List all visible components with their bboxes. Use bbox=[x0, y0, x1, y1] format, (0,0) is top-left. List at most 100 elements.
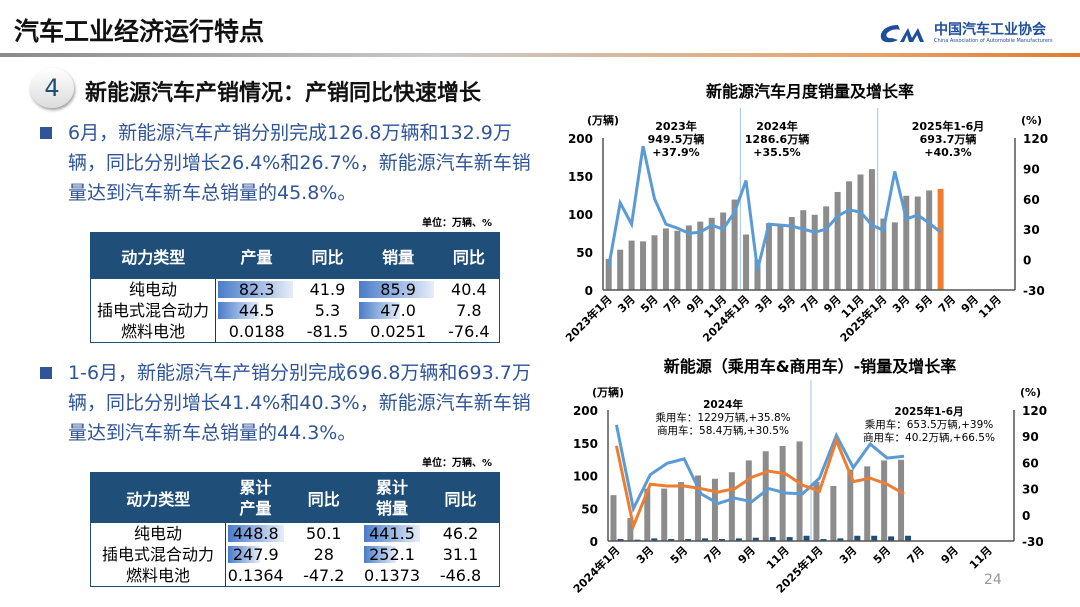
cell: 31.1 bbox=[442, 544, 479, 564]
y-tick-right: 0 bbox=[1022, 509, 1030, 523]
cell: 0.1373 bbox=[364, 565, 421, 585]
table-h1: 动力类型 累计 产量 同比 累计 销量 同比 纯电动 448.8 50.1 441.5 46.2 插… bbox=[90, 472, 500, 587]
cell: 5.3 bbox=[314, 300, 341, 320]
passenger-bar bbox=[881, 460, 888, 541]
sales-bar bbox=[697, 221, 704, 290]
cell: 47.0 bbox=[357, 300, 438, 321]
commercial-bar bbox=[668, 539, 675, 541]
y-tick-left: 0 bbox=[585, 284, 593, 298]
sales-bar bbox=[823, 206, 830, 290]
passenger-bar bbox=[644, 488, 651, 541]
cell: 441.5 bbox=[362, 523, 422, 544]
cell: 插电式混合动力 bbox=[90, 299, 216, 321]
commercial-bar bbox=[888, 536, 895, 541]
passenger-bar bbox=[678, 482, 685, 541]
annotation: 949.5万辆 bbox=[648, 132, 705, 146]
cell: 燃料电池 bbox=[90, 320, 216, 342]
cell: 燃料电池 bbox=[90, 564, 226, 586]
growth-line-blue bbox=[614, 424, 905, 514]
commercial-bar bbox=[769, 537, 776, 541]
col-header: 同比 bbox=[297, 232, 358, 279]
annotation: 商用车：58.4万辆,+30.5% bbox=[657, 424, 789, 437]
sales-bar bbox=[926, 190, 933, 290]
annotation: 商用车：40.2万辆,+66.5% bbox=[863, 431, 995, 444]
cell: 46.2 bbox=[442, 523, 479, 543]
col-header: 累计 产量 bbox=[225, 472, 286, 523]
paragraph-h1: 1-6月，新能源汽车产销分别完成696.8万辆和693.7万辆，同比分别增长41… bbox=[40, 358, 540, 448]
paragraph-june: 6月，新能源汽车产销分别完成126.8万辆和132.9万辆，同比分别增长26.4… bbox=[40, 118, 540, 208]
x-tick: 7月 bbox=[798, 293, 820, 315]
x-tick: 3月 bbox=[753, 293, 775, 315]
cell: 0.0251 bbox=[370, 321, 427, 341]
bullet-icon bbox=[40, 127, 52, 139]
y-label-left: (万辆) bbox=[592, 385, 624, 399]
y-tick-left: 150 bbox=[568, 170, 593, 184]
x-tick: 2024年1月 bbox=[570, 543, 623, 596]
col-header: 销量 bbox=[357, 232, 439, 279]
section-title: 新能源汽车产销情况：产销同比快速增长 bbox=[85, 81, 482, 106]
y-label-left: (万辆) bbox=[587, 113, 619, 127]
cell: 纯电动 bbox=[90, 522, 226, 544]
annotation: 2023年 bbox=[655, 119, 697, 133]
page-title: 汽车工业经济运行特点 bbox=[14, 17, 265, 46]
y-tick-right: 60 bbox=[1023, 193, 1040, 207]
chart2-title: 新能源（乘用车&商用车）-销量及增长率 bbox=[663, 357, 957, 376]
cell: -81.5 bbox=[306, 321, 349, 341]
sales-bar bbox=[811, 214, 818, 290]
annotation: +40.3% bbox=[924, 146, 971, 159]
passenger-bar bbox=[830, 485, 837, 541]
sales-bar bbox=[731, 199, 738, 290]
y-tick-right: 120 bbox=[1022, 404, 1047, 418]
cell: 40.4 bbox=[451, 279, 487, 299]
cell: 0.0188 bbox=[228, 321, 285, 341]
cam-logo-icon bbox=[880, 25, 924, 43]
sales-bar bbox=[868, 169, 875, 290]
passenger-bar bbox=[796, 441, 803, 541]
table-row: 插电式混合动力 247.9 28 252.1 31.1 bbox=[90, 543, 500, 565]
y-tick-right: -30 bbox=[1022, 535, 1044, 549]
y-label-right: (%) bbox=[1021, 114, 1042, 127]
x-tick: 5月 bbox=[638, 293, 660, 315]
logo-text-en: China Association of Automobile Manufact… bbox=[934, 38, 1053, 44]
caam-logo: 中国汽车工业协会 China Association of Automobile … bbox=[878, 22, 1053, 44]
cell: 41.9 bbox=[309, 279, 346, 299]
x-tick: 5月 bbox=[871, 544, 893, 566]
passenger-bar bbox=[711, 478, 718, 541]
unit-label: 单位：万辆、% bbox=[422, 218, 493, 229]
sales-bar bbox=[800, 210, 807, 290]
commercial-bar bbox=[803, 535, 810, 541]
x-tick: 3月 bbox=[890, 293, 912, 315]
x-tick: 3月 bbox=[837, 544, 859, 566]
cell: -47.2 bbox=[303, 565, 345, 585]
sales-bar bbox=[674, 230, 681, 290]
x-tick: 7月 bbox=[661, 293, 683, 315]
x-tick: 5月 bbox=[776, 293, 798, 315]
sales-bar bbox=[891, 222, 898, 290]
cell: -76.4 bbox=[448, 321, 490, 341]
annotation: 2025年1-6月 bbox=[894, 405, 963, 418]
sales-bar bbox=[605, 258, 612, 290]
sales-bar bbox=[628, 240, 635, 290]
unit-label: 单位：万辆、% bbox=[422, 458, 493, 469]
col-header: 累计 销量 bbox=[362, 472, 423, 523]
commercial-bar bbox=[617, 539, 624, 541]
table-row: 纯电动 448.8 50.1 441.5 46.2 bbox=[90, 522, 500, 544]
annotation: +35.5% bbox=[753, 146, 800, 159]
table-row: 燃料电池 0.1364 -47.2 0.1373 -46.8 bbox=[90, 564, 500, 586]
x-tick: 9月 bbox=[736, 544, 758, 566]
cell: 纯电动 bbox=[90, 278, 216, 300]
sales-bar bbox=[914, 196, 921, 290]
x-tick: 11月 bbox=[764, 544, 792, 572]
passenger-bar bbox=[898, 459, 905, 541]
col-header: 动力类型 bbox=[90, 472, 226, 523]
passenger-bar bbox=[610, 495, 617, 541]
commercial-bar bbox=[854, 535, 861, 541]
x-tick: 11月 bbox=[967, 544, 995, 572]
y-tick-right: 60 bbox=[1022, 456, 1039, 470]
annotation: 2024年 bbox=[703, 398, 743, 411]
passenger-bar bbox=[762, 451, 769, 541]
cell: 85.9 bbox=[357, 279, 438, 300]
x-tick: 11月 bbox=[976, 293, 1004, 321]
x-tick: 5月 bbox=[913, 293, 935, 315]
x-tick: 9月 bbox=[939, 544, 961, 566]
